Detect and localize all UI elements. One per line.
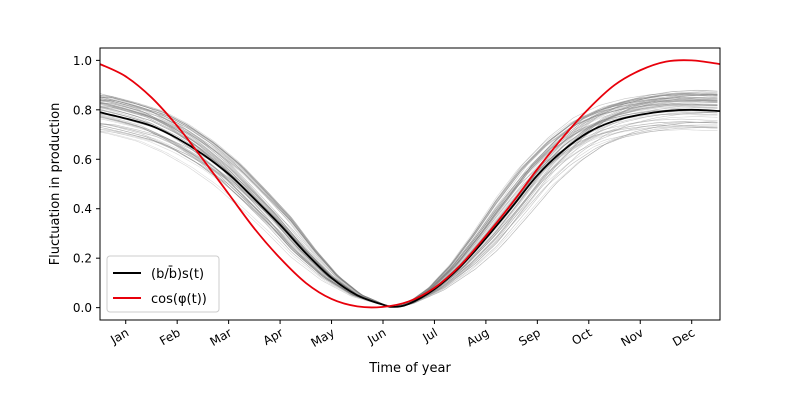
y-tick-label: 0.4: [73, 202, 92, 216]
y-axis-label: Fluctuation in production: [48, 103, 63, 266]
y-tick-label: 0.6: [73, 153, 92, 167]
plot-frame: [99, 47, 721, 321]
ensemble-curve: [100, 97, 718, 308]
y-tick-label: 1.0: [73, 54, 92, 68]
ensemble-curve: [100, 99, 718, 308]
y-tick-label: 0.2: [73, 252, 92, 266]
series-lines: [100, 59, 720, 309]
y-tick-label: 0.0: [73, 301, 92, 315]
series-line-cos: [100, 59, 720, 309]
legend-label-cos: cos(φ(t)): [151, 292, 207, 307]
series-line-bs: [100, 108, 720, 308]
legend: (b/b̄)s(t) cos(φ(t)): [106, 255, 220, 313]
y-tick-label: 0.8: [73, 103, 92, 117]
y-axis-ticks: 0.0 0.2 0.4 0.6 0.8 1.0: [73, 54, 100, 315]
legend-label-bs: (b/b̄)s(t): [151, 267, 204, 282]
x-tick-label: Jul: [420, 325, 440, 345]
x-axis-label: Time of year: [368, 361, 451, 376]
